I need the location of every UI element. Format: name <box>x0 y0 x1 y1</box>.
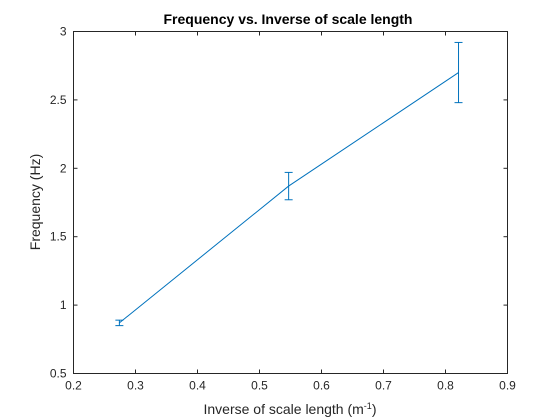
x-tick-label: 0.5 <box>251 379 268 393</box>
y-tick-label: 2 <box>60 161 67 175</box>
y-axis-label: Frequency (Hz) <box>27 154 43 250</box>
x-tick-label: 0.4 <box>189 379 206 393</box>
y-tick-label: 2.5 <box>50 93 67 107</box>
x-tick-label: 0.7 <box>375 379 392 393</box>
x-tick-label: 0.3 <box>127 379 144 393</box>
series-layer <box>115 41 463 327</box>
x-axis-label: Inverse of scale length (m-1) <box>204 401 377 417</box>
y-tick-label: 1.5 <box>50 230 67 244</box>
y-tick-label: 3 <box>60 25 67 39</box>
chart-title: Frequency vs. Inverse of scale length <box>164 11 413 27</box>
plot-area: 0.2 0.3 0.4 0.5 0.6 0.7 0.8 0.9 0.5 1 1.5 2 2.5 3 <box>50 25 516 393</box>
x-tick-label: 0.9 <box>499 379 516 393</box>
axes-box <box>73 31 508 374</box>
x-tick-label: 0.8 <box>437 379 454 393</box>
y-tick-label: 1 <box>60 298 67 312</box>
x-ticks: 0.2 0.3 0.4 0.5 0.6 0.7 0.8 0.9 <box>65 31 516 393</box>
y-tick-label: 0.5 <box>50 367 67 381</box>
x-tick-label: 0.2 <box>65 379 82 393</box>
x-tick-label: 0.6 <box>313 379 330 393</box>
y-ticks: 0.5 1 1.5 2 2.5 3 <box>50 25 508 381</box>
